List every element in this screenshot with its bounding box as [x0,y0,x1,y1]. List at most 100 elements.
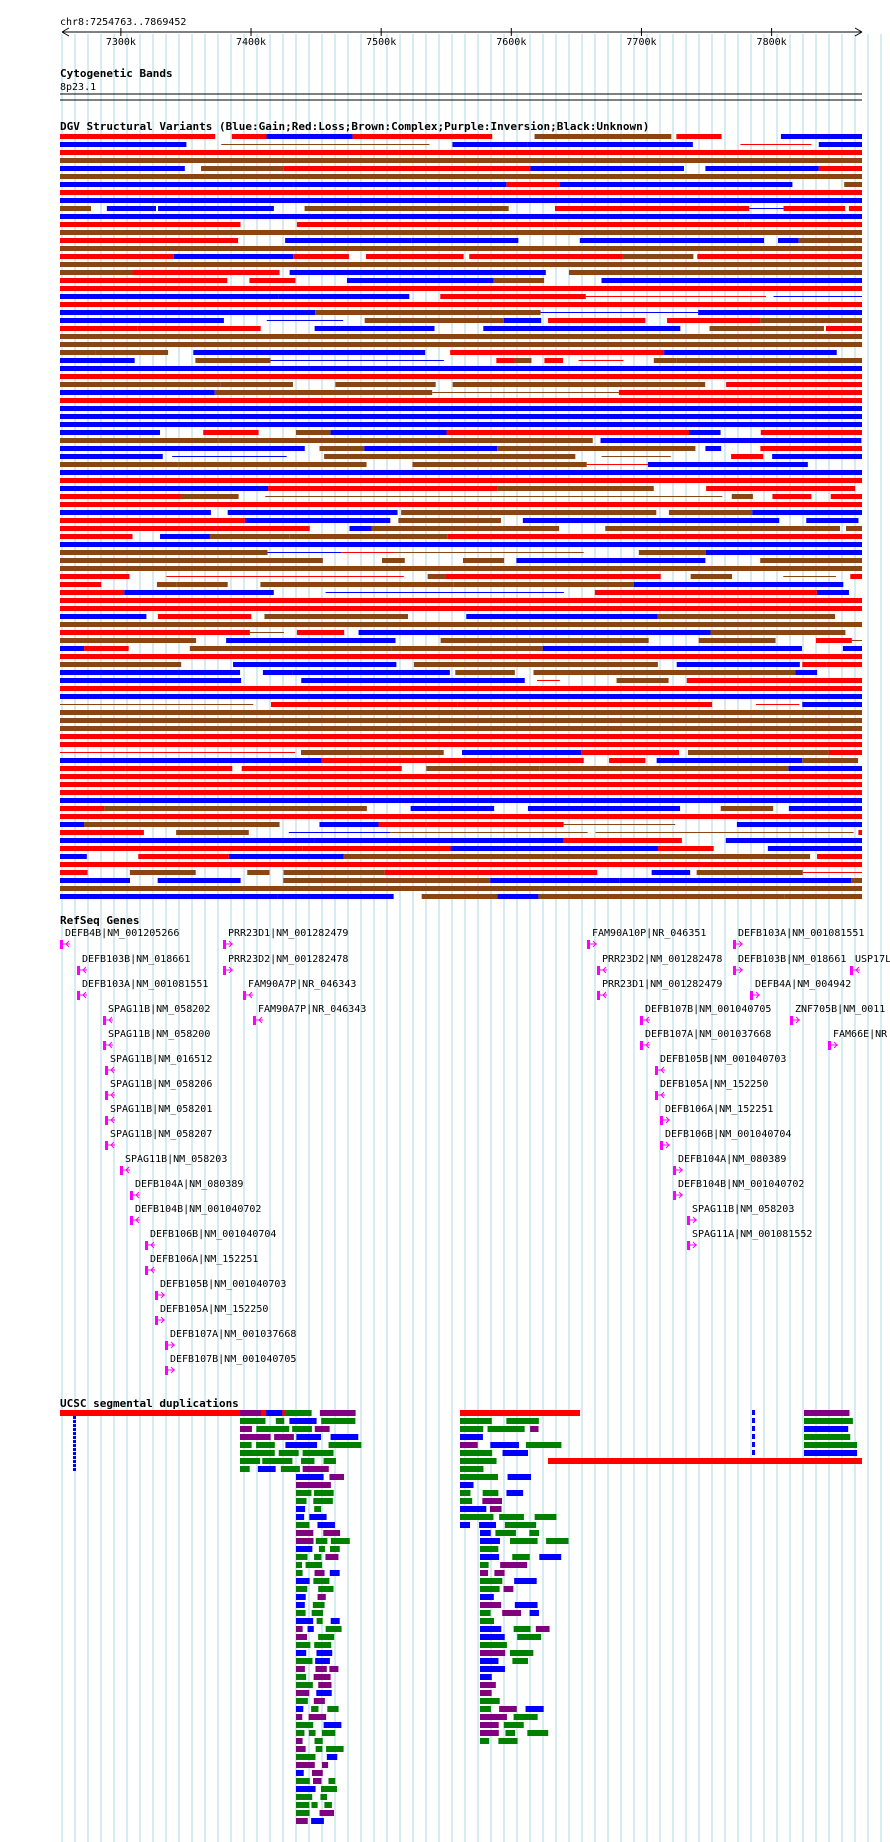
segdup-feature[interactable] [480,1618,494,1624]
dgv-variant[interactable] [60,134,216,139]
segdup-feature[interactable] [328,1778,336,1784]
dgv-variant[interactable] [60,822,84,827]
dgv-variant[interactable] [335,382,436,387]
segdup-feature[interactable] [480,1714,507,1720]
segdup-feature[interactable] [548,1458,862,1464]
dgv-variant[interactable] [60,734,862,739]
dgv-variant[interactable] [814,270,862,275]
dgv-variant[interactable] [60,574,130,579]
dgv-variant[interactable] [846,526,862,531]
dgv-variant[interactable] [760,430,862,435]
segdup-feature[interactable] [314,1490,334,1496]
dgv-variant[interactable] [698,310,862,315]
segdup-feature[interactable] [489,1506,502,1512]
segdup-feature[interactable] [73,1460,76,1463]
segdup-feature[interactable] [73,1444,76,1447]
segdup-feature[interactable] [752,1426,755,1431]
dgv-variant[interactable] [450,350,665,355]
dgv-variant[interactable] [60,502,862,507]
segdup-feature[interactable] [274,1434,294,1440]
dgv-variant[interactable] [559,182,793,187]
segdup-feature[interactable] [73,1456,76,1459]
segdup-feature[interactable] [256,1442,275,1448]
dgv-variant[interactable] [653,358,677,363]
dgv-variant[interactable] [60,766,126,771]
gene-label[interactable]: DEFB105A|NM_152250 [660,1079,768,1090]
dgv-variant[interactable] [228,854,344,859]
segdup-feature[interactable] [73,1448,76,1451]
segdup-feature[interactable] [517,1634,542,1640]
dgv-variant[interactable] [292,670,450,675]
dgv-variant[interactable] [410,806,495,811]
base-position-ruler[interactable]: chr8:7254763..7869452 7300k 7400k 7500k 760… [60,17,863,48]
dgv-variant[interactable] [744,222,862,227]
dgv-variant[interactable] [60,254,174,259]
segdup-feature[interactable] [804,1410,850,1416]
dgv-variant[interactable] [858,830,862,835]
segdup-feature[interactable] [315,1746,323,1752]
segdup-feature[interactable] [296,1490,312,1496]
segdup-feature[interactable] [460,1426,484,1432]
dgv-variant[interactable] [60,294,279,299]
dgv-variant[interactable] [60,862,862,867]
segdup-feature[interactable] [460,1474,498,1480]
dgv-variant[interactable] [783,206,846,211]
segdup-feature[interactable] [284,1410,312,1416]
segdup-feature[interactable] [320,1794,328,1800]
segdup-feature[interactable] [460,1418,492,1424]
segdup-feature[interactable] [480,1666,505,1672]
gene-label[interactable]: FAM66E|NR [833,1029,888,1040]
dgv-variant[interactable] [816,590,849,595]
segdup-feature[interactable] [319,1410,356,1416]
dgv-variant[interactable] [60,542,862,547]
segdup-feature[interactable] [480,1722,499,1728]
dgv-variant[interactable] [795,670,818,675]
dgv-variant[interactable] [278,294,410,299]
dgv-variant[interactable] [828,750,862,755]
segdup-feature[interactable] [535,1626,550,1632]
dgv-variant[interactable] [324,454,576,459]
gene-label[interactable]: FAM90A7P|NR_046343 [248,979,356,990]
segdup-feature[interactable] [494,1570,505,1576]
dgv-variant[interactable] [270,702,458,707]
dgv-variant[interactable] [413,662,658,667]
dgv-variant[interactable] [60,262,862,267]
dgv-variant[interactable] [384,870,598,875]
dgv-variant[interactable] [106,206,157,211]
dgv-variant[interactable] [427,574,446,579]
dgv-variant[interactable] [760,558,862,563]
dgv-variant[interactable] [60,382,221,387]
segdup-feature[interactable] [302,1450,334,1456]
dgv-variant[interactable] [289,270,546,275]
dgv-variant[interactable] [220,382,293,387]
dgv-variant[interactable] [247,870,270,875]
segdup-feature[interactable] [480,1602,502,1608]
segdup-feature[interactable] [296,1522,310,1528]
dgv-variant[interactable] [788,766,862,771]
dgv-variant[interactable] [371,526,560,531]
segdup-feature[interactable] [280,1466,300,1472]
dgv-variant[interactable] [706,486,856,491]
segdup-feature[interactable] [73,1428,76,1431]
dgv-variant[interactable] [364,318,504,323]
gene-label[interactable]: PRR23D1|NM_001282479 [228,928,348,939]
gene-label[interactable]: SPAG11B|NM_016512 [110,1054,212,1065]
gene-label[interactable]: DEFB105A|NM_152250 [160,1304,268,1315]
segdup-feature[interactable] [500,1562,528,1568]
segdup-feature[interactable] [460,1514,494,1520]
dgv-variant[interactable] [349,526,372,531]
segdup-feature[interactable] [330,1546,340,1552]
dgv-variant[interactable] [314,326,435,331]
segdup-feature[interactable] [546,1538,569,1544]
segdup-feature[interactable] [487,1426,525,1432]
dgv-variant[interactable] [731,494,753,499]
segdup-feature[interactable] [480,1586,500,1592]
dgv-variant[interactable] [283,166,531,171]
segdup-feature[interactable] [309,1514,327,1520]
segdup-feature[interactable] [314,1738,323,1744]
dgv-variant[interactable] [60,694,862,699]
segdup-feature[interactable] [510,1538,538,1544]
gene-label[interactable]: PRR23D2|NM_001282478 [602,954,722,965]
segdup-feature[interactable] [73,1440,76,1443]
segdup-feature[interactable] [73,1452,76,1455]
